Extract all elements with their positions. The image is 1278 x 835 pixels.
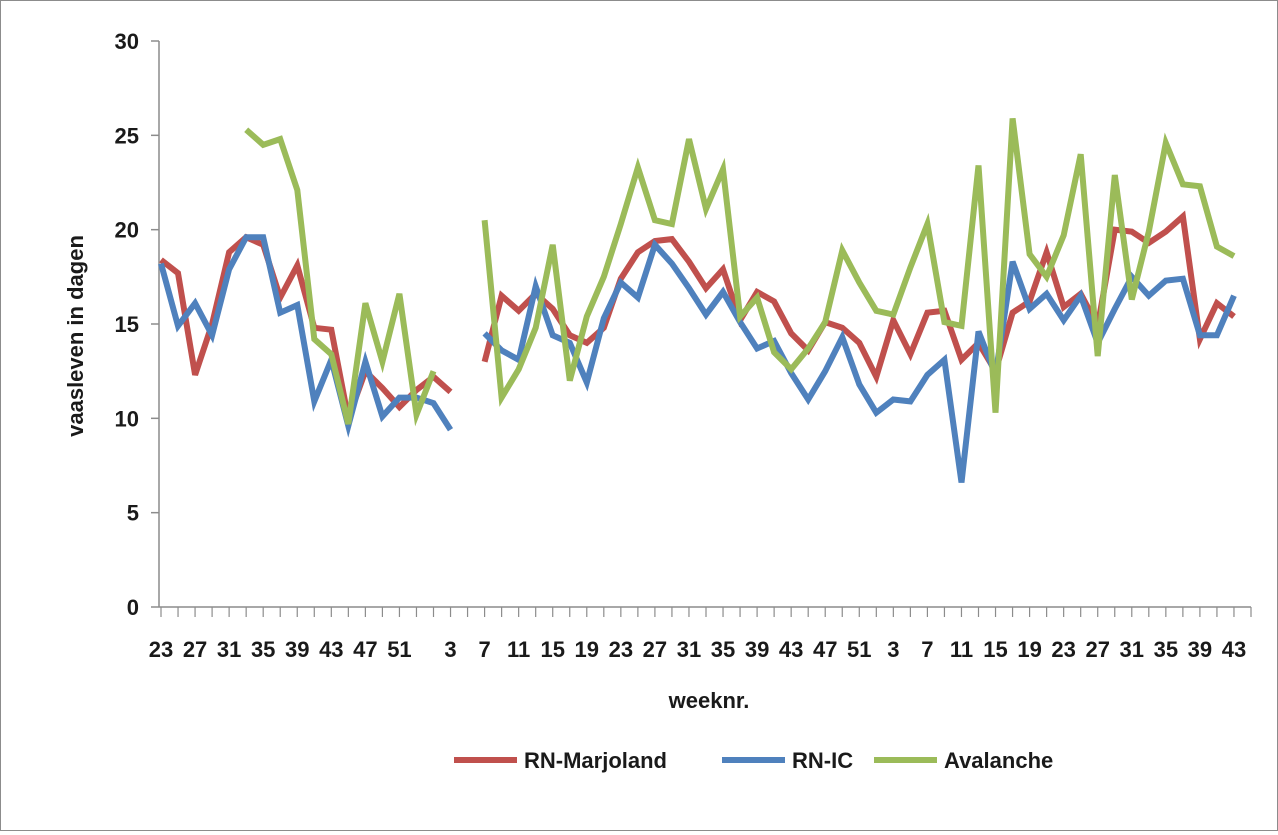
x-tick-label: 23 (1051, 637, 1075, 662)
x-tick-label: 35 (251, 637, 275, 662)
y-tick-label: 10 (115, 406, 139, 431)
x-tick-label: 39 (1188, 637, 1212, 662)
x-tick-label: 43 (319, 637, 343, 662)
x-tick-label: 7 (478, 637, 490, 662)
legend: RN-Marjoland RN-IC Avalanche (454, 748, 1053, 773)
series-line-rn-ic (158, 234, 1237, 483)
x-tick-label: 15 (540, 637, 564, 662)
x-tick-label: 23 (149, 637, 173, 662)
x-tick-label: 3 (444, 637, 456, 662)
x-tick-label: 11 (507, 637, 530, 662)
x-tick-label: 27 (183, 637, 207, 662)
x-tick-label: 19 (575, 637, 599, 662)
x-tick-label: 3 (887, 637, 899, 662)
x-tick-label: 27 (1085, 637, 1109, 662)
x-axis-title: weeknr. (668, 688, 750, 713)
y-tick-label: 20 (115, 218, 139, 243)
x-tick-label: 35 (1154, 637, 1178, 662)
x-tick-label: 51 (387, 637, 411, 662)
y-tick-label: 30 (115, 29, 139, 54)
x-tick-label: 51 (847, 637, 871, 662)
x-tick-label: 35 (711, 637, 735, 662)
y-axis-title: vaasleven in dagen (63, 235, 88, 437)
x-tick-label: 43 (1222, 637, 1246, 662)
x-tick-label: 43 (779, 637, 803, 662)
x-tick-label: 19 (1017, 637, 1041, 662)
y-tick-label: 5 (127, 501, 139, 526)
x-tick-label: 15 (983, 637, 1007, 662)
y-tick-label: 15 (115, 312, 139, 337)
y-axis: 0 5 10 15 20 25 30 (115, 29, 160, 620)
legend-label: RN-Marjoland (524, 748, 667, 773)
x-tick-label: 47 (813, 637, 837, 662)
x-tick-label: 31 (1120, 637, 1144, 662)
x-tick-label: 39 (745, 637, 769, 662)
x-tick-label: 31 (677, 637, 701, 662)
series-layer (158, 118, 1237, 483)
y-tick-label: 0 (127, 595, 139, 620)
legend-label: Avalanche (944, 748, 1053, 773)
x-tick-label: 39 (285, 637, 309, 662)
y-tick-label: 25 (115, 123, 139, 148)
x-tick-label: 11 (950, 637, 973, 662)
x-tick-label: 27 (643, 637, 667, 662)
x-tick-label: 31 (217, 637, 241, 662)
series-line-avalanche (244, 118, 1236, 427)
x-axis: 23 27 31 35 39 43 47 51 3 7 11 15 19 23 27 31 35 39 43 47 51… (149, 606, 1252, 662)
x-tick-label: 47 (353, 637, 377, 662)
legend-label: RN-IC (792, 748, 853, 773)
x-tick-label: 23 (609, 637, 633, 662)
x-tick-label: 7 (921, 637, 933, 662)
